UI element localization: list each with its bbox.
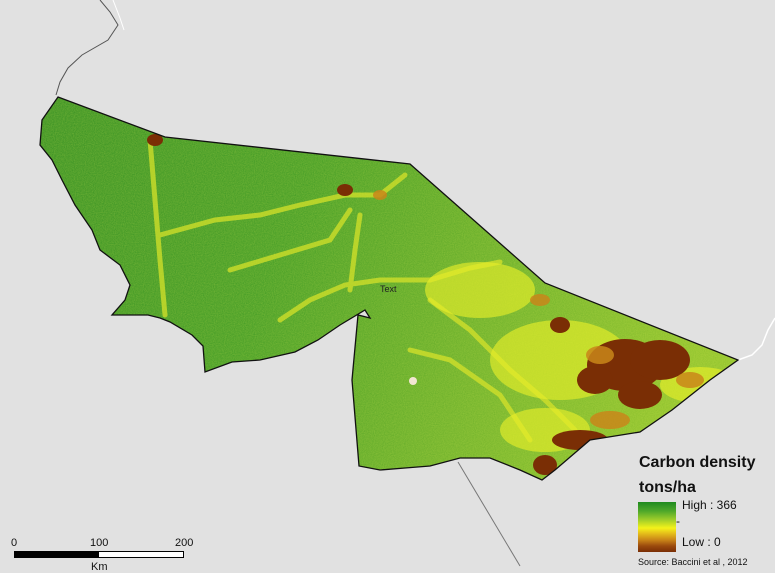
river-northwest: [55, 0, 119, 96]
source-text: Source: Baccini et al , 2012: [638, 557, 748, 567]
legend-mid-label: -: [676, 514, 680, 528]
river-northwest-2: [112, 0, 125, 31]
scale-tick-200: 200: [175, 537, 194, 549]
legend-low-label: Low : 0: [682, 535, 721, 549]
map-label: Text: [380, 284, 397, 294]
scale-tick-100: 100: [90, 537, 109, 549]
scale-unit: Km: [91, 561, 108, 573]
scale-bar: [14, 551, 184, 558]
legend-unit: tons/ha: [639, 479, 696, 496]
state-boundary: [39, 96, 740, 481]
river-east: [737, 317, 775, 361]
legend-high-label: High : 366: [682, 498, 737, 512]
legend-title: Carbon density: [639, 454, 756, 471]
scale-tick-0: 0: [11, 537, 18, 549]
legend-color-ramp: [638, 502, 676, 552]
leader-line: [457, 461, 521, 567]
